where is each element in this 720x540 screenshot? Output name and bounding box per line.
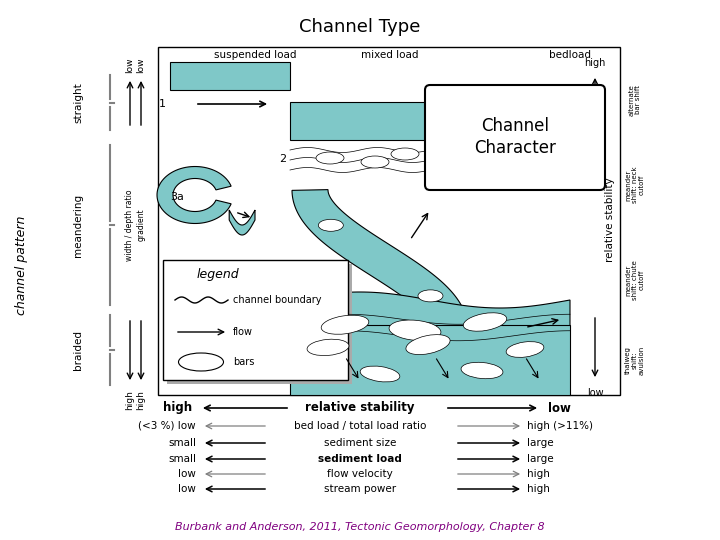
Text: straight: straight bbox=[73, 82, 83, 123]
Text: high: high bbox=[163, 402, 192, 415]
Polygon shape bbox=[157, 166, 231, 224]
Bar bbox=[170, 62, 290, 90]
Text: 3b: 3b bbox=[320, 295, 334, 305]
Ellipse shape bbox=[318, 219, 343, 231]
Text: meandering: meandering bbox=[73, 193, 83, 256]
Text: Burbank and Anderson, 2011, Tectonic Geomorphology, Chapter 8: Burbank and Anderson, 2011, Tectonic Geo… bbox=[175, 522, 545, 532]
Text: alternate
bar shift: alternate bar shift bbox=[629, 84, 642, 116]
Text: bed load / total load ratio: bed load / total load ratio bbox=[294, 421, 426, 431]
Text: low: low bbox=[548, 402, 571, 415]
Text: low: low bbox=[587, 388, 603, 398]
Ellipse shape bbox=[360, 366, 400, 382]
Bar bbox=[158, 47, 620, 395]
Ellipse shape bbox=[316, 152, 344, 164]
Text: low: low bbox=[137, 57, 145, 73]
Ellipse shape bbox=[389, 320, 441, 340]
Ellipse shape bbox=[506, 342, 544, 357]
Text: flow velocity: flow velocity bbox=[327, 469, 393, 479]
Text: meander
shift: chute
cutoff: meander shift: chute cutoff bbox=[625, 260, 645, 300]
Text: low: low bbox=[178, 469, 196, 479]
Text: high: high bbox=[125, 390, 135, 410]
Ellipse shape bbox=[461, 362, 503, 379]
Text: 5: 5 bbox=[279, 357, 286, 367]
Text: bars: bars bbox=[233, 357, 254, 367]
Text: relative stability: relative stability bbox=[305, 402, 415, 415]
Text: high: high bbox=[585, 58, 606, 68]
Text: legend: legend bbox=[197, 268, 239, 281]
FancyBboxPatch shape bbox=[425, 85, 605, 190]
Ellipse shape bbox=[307, 339, 349, 355]
Text: channel boundary: channel boundary bbox=[233, 295, 322, 305]
Text: (<3 %) low: (<3 %) low bbox=[138, 421, 196, 431]
Text: 2: 2 bbox=[279, 154, 286, 164]
Text: flow: flow bbox=[233, 327, 253, 337]
Ellipse shape bbox=[361, 156, 389, 168]
Text: sediment load: sediment load bbox=[318, 454, 402, 464]
Polygon shape bbox=[229, 210, 255, 235]
Text: large: large bbox=[527, 454, 554, 464]
Text: small: small bbox=[168, 438, 196, 448]
Text: low: low bbox=[178, 484, 196, 494]
Text: high (>11%): high (>11%) bbox=[527, 421, 593, 431]
Bar bbox=[167, 264, 352, 384]
Text: stream power: stream power bbox=[324, 484, 396, 494]
Text: gradient: gradient bbox=[137, 208, 145, 241]
Text: channel pattern: channel pattern bbox=[16, 215, 29, 315]
Text: high: high bbox=[137, 390, 145, 410]
Ellipse shape bbox=[463, 313, 507, 331]
Ellipse shape bbox=[391, 148, 419, 160]
Text: width / depth ratio: width / depth ratio bbox=[125, 189, 135, 261]
Text: braided: braided bbox=[73, 330, 83, 370]
Text: suspended load: suspended load bbox=[214, 50, 296, 60]
Text: mixed load: mixed load bbox=[361, 50, 419, 60]
Polygon shape bbox=[290, 292, 570, 361]
Ellipse shape bbox=[418, 290, 443, 302]
Bar bbox=[163, 260, 348, 380]
Text: large: large bbox=[527, 438, 554, 448]
Text: Channel Type: Channel Type bbox=[300, 18, 420, 36]
Text: small: small bbox=[168, 454, 196, 464]
Text: 3a: 3a bbox=[170, 192, 184, 202]
Bar bbox=[290, 325, 570, 395]
Ellipse shape bbox=[406, 335, 450, 355]
Polygon shape bbox=[292, 190, 468, 330]
Text: bedload: bedload bbox=[549, 50, 591, 60]
Text: 4: 4 bbox=[279, 320, 286, 330]
Text: thalweg
shift:
avulsion: thalweg shift: avulsion bbox=[625, 346, 645, 375]
Text: high: high bbox=[527, 469, 550, 479]
Text: low: low bbox=[125, 57, 135, 73]
Text: high: high bbox=[527, 484, 550, 494]
Text: sediment size: sediment size bbox=[324, 438, 396, 448]
Bar bbox=[290, 102, 430, 140]
Ellipse shape bbox=[179, 353, 223, 371]
Text: 1: 1 bbox=[159, 99, 166, 109]
Text: meander
shift: neck
cutoff: meander shift: neck cutoff bbox=[625, 167, 645, 204]
Text: Channel
Character: Channel Character bbox=[474, 117, 556, 157]
Ellipse shape bbox=[321, 315, 369, 334]
Text: relative stability: relative stability bbox=[605, 178, 615, 262]
